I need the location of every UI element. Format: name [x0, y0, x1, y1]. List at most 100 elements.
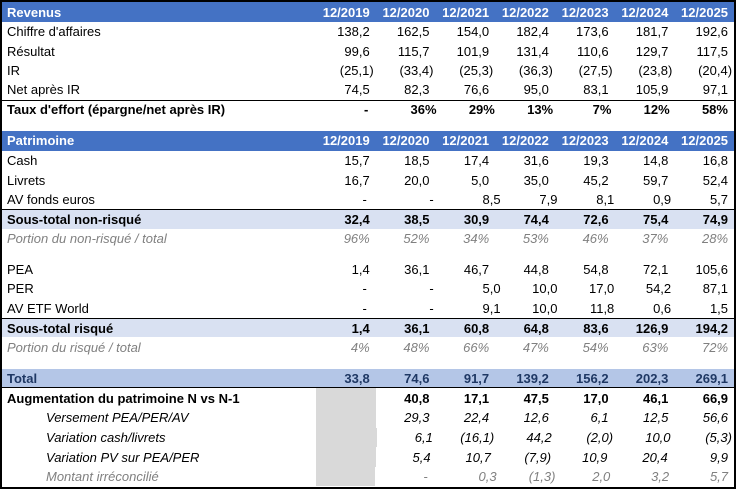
value-cell: 97,1 — [702, 82, 729, 98]
value-cell: 32,4 — [344, 211, 370, 227]
table-row: Montant irréconcilié - 0,3 (1,3) 2,0 3,2 5,7 — [2, 466, 734, 487]
value-cell: (33,4) — [399, 62, 434, 78]
value-cell: 20,4 — [642, 449, 668, 465]
value-cell: - — [429, 191, 434, 207]
value-cell: 11,8 — [589, 300, 615, 316]
year-header-cell: 12/2023 — [561, 133, 609, 149]
value-cell: - — [362, 300, 367, 316]
value-cell: (20,4) — [698, 62, 733, 78]
value-cell: 5,7 — [709, 469, 729, 485]
value-cell: 72,6 — [583, 211, 609, 227]
value-cell: 154,0 — [456, 24, 490, 40]
section-title: Patrimoine — [7, 133, 75, 149]
value-cell: 45,2 — [583, 172, 609, 188]
value-cell: 38,5 — [404, 211, 430, 227]
value-cell: 76,6 — [463, 82, 490, 98]
value-cell: 52,4 — [702, 172, 729, 188]
value-cell: 36,1 — [404, 262, 430, 278]
value-cell: 1,4 — [351, 320, 370, 336]
value-cell: 129,7 — [635, 43, 669, 59]
value-cell: 10,0 — [645, 429, 671, 445]
row-label: Sous-total non-risqué — [7, 211, 142, 227]
value-cell: 12,6 — [523, 410, 549, 426]
value-cell: 91,7 — [463, 370, 490, 386]
row-label: AV ETF World — [7, 300, 89, 316]
table-row: PER - - 5,0 10,0 17,0 54,2 87,1 — [2, 279, 734, 298]
value-cell: 5,7 — [709, 191, 729, 207]
value-cell: 54,2 — [645, 281, 672, 297]
value-cell: 192,6 — [695, 24, 729, 40]
value-cell — [316, 466, 375, 487]
value-cell: 101,9 — [456, 43, 490, 59]
value-cell: 0,3 — [478, 469, 497, 485]
value-cell: 139,2 — [516, 370, 549, 386]
value-cell: 117,5 — [696, 43, 729, 59]
value-cell: 74,4 — [523, 211, 549, 227]
table-row: Livrets 16,7 20,0 5,0 35,0 45,2 59,7 52,4 — [2, 170, 734, 189]
row-label: Portion du risqué / total — [7, 339, 141, 355]
section-gap — [2, 119, 734, 131]
year-header-cell: 12/2024 — [621, 133, 669, 149]
value-cell: 173,6 — [576, 24, 609, 40]
value-cell: 1,4 — [351, 262, 370, 278]
row-label: Versement PEA/PER/AV — [46, 410, 189, 426]
value-cell: 3,2 — [651, 469, 670, 485]
value-cell: 12,5 — [643, 410, 669, 426]
table-row: Net après IR 74,5 82,3 76,6 95,0 83,1 105,9 97,… — [2, 80, 734, 99]
row-label: IR — [7, 62, 20, 78]
value-cell: 5,4 — [412, 449, 431, 465]
value-cell: (23,8) — [638, 62, 673, 78]
value-cell: 96% — [343, 230, 370, 246]
value-cell: 36% — [410, 102, 437, 118]
value-cell: 82,3 — [404, 82, 430, 98]
value-cell: 74,5 — [344, 82, 370, 98]
value-cell: 48% — [403, 339, 430, 355]
value-cell: 75,4 — [643, 211, 669, 227]
table-row: Total 33,8 74,6 91,7 139,2 156,2 202,3 269,1 — [2, 368, 734, 389]
row-label: Sous-total risqué — [7, 320, 114, 336]
value-cell: 18,5 — [404, 153, 430, 169]
value-cell: 4% — [350, 339, 370, 355]
row-label: Variation PV sur PEA/PER — [46, 449, 200, 465]
table-row: Cash 15,7 18,5 17,4 31,6 19,3 14,8 16,8 — [2, 151, 734, 170]
value-cell: 47% — [522, 339, 549, 355]
value-cell: 40,8 — [404, 390, 430, 406]
row-label: Taux d'effort (épargne/net après IR) — [7, 102, 226, 118]
value-cell: 44,8 — [523, 262, 549, 278]
value-cell: 17,0 — [588, 281, 615, 297]
value-cell: 31,6 — [523, 153, 549, 169]
value-cell: (1,3) — [528, 469, 556, 485]
value-cell: 17,1 — [463, 390, 490, 406]
value-cell: 7,9 — [539, 191, 558, 207]
value-cell: 20,0 — [404, 172, 430, 188]
value-cell: (25,3) — [459, 62, 494, 78]
table-row: Taux d'effort (épargne/net après IR) - 36%… — [2, 99, 734, 119]
value-cell: 46,7 — [463, 262, 490, 278]
value-cell: 156,2 — [576, 370, 609, 386]
value-cell: (27,5) — [578, 62, 613, 78]
value-cell: 105,9 — [635, 82, 669, 98]
row-label: Chiffre d'affaires — [7, 24, 101, 40]
value-cell: 10,9 — [582, 449, 608, 465]
value-cell: 16,7 — [344, 172, 370, 188]
value-cell: 54,8 — [583, 262, 609, 278]
value-cell: 194,2 — [695, 320, 729, 336]
value-cell: 17,0 — [583, 390, 609, 406]
value-cell: 54% — [582, 339, 609, 355]
table-row: Résultat 99,6 115,7 101,9 131,4 110,6 129,7 117… — [2, 41, 734, 60]
table-row: Chiffre d'affaires 138,2 162,5 154,0 182,4 17… — [2, 22, 734, 41]
table-row: Versement PEA/PER/AV 29,3 22,4 12,6 6,1 12,5 5… — [2, 408, 734, 428]
row-label: PEA — [7, 262, 34, 278]
value-cell: 36,1 — [404, 320, 430, 336]
year-header-cell: 12/2021 — [442, 4, 490, 20]
year-header-cell: 12/2021 — [442, 133, 490, 149]
value-cell: (16,1) — [460, 429, 495, 445]
row-label: Portion du non-risqué / total — [7, 230, 167, 246]
value-cell — [316, 427, 378, 448]
value-cell: (7,9) — [524, 449, 552, 465]
value-cell: 56,6 — [702, 410, 729, 426]
year-header-cell: 12/2025 — [681, 4, 729, 20]
value-cell: 0,9 — [653, 191, 672, 207]
value-cell: 37% — [642, 230, 669, 246]
